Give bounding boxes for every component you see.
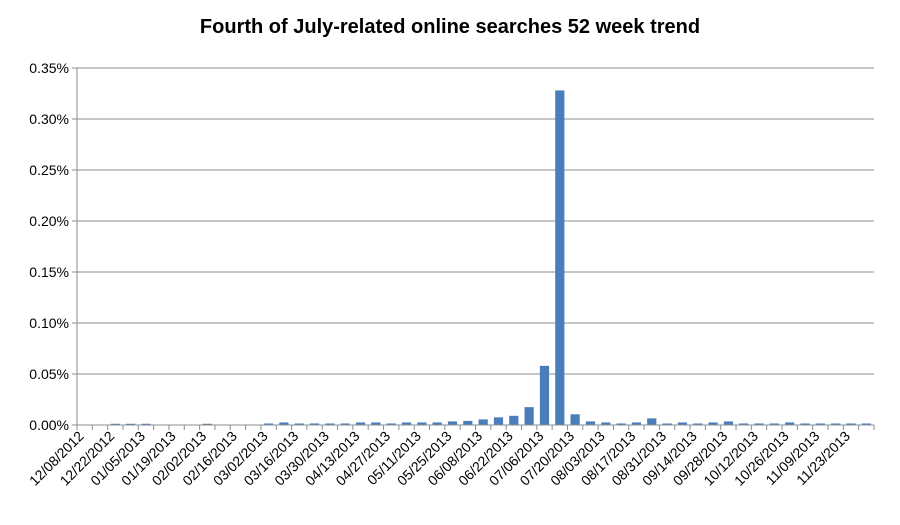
bar [539,365,550,425]
bar [754,423,764,425]
bar [478,419,488,425]
bar [141,423,151,425]
bar [432,422,442,425]
y-tick-labels: 0.00% 0.05% 0.10% 0.15% 0.20% 0.25% 0.30% 0.35% [29,60,69,433]
bar [616,423,626,425]
bar [647,418,657,425]
x-tick-labels: 12/08/201212/22/201201/05/201301/19/2013… [26,428,853,489]
y-tick-label: 0.35% [29,60,69,76]
bar [401,422,412,425]
bar [677,422,688,425]
bar [371,422,381,425]
bars [110,90,871,425]
bar [739,423,749,425]
bar [601,422,611,425]
y-tick-label: 0.15% [29,264,69,280]
bar [110,423,120,425]
bar [555,90,565,425]
bar [126,423,136,425]
bar [202,423,212,425]
bar [831,423,841,425]
bar [340,423,350,425]
bar [861,423,871,425]
bar [846,423,856,425]
y-tick-label: 0.25% [29,162,69,178]
bar [493,417,504,425]
y-tick-label: 0.00% [29,417,69,433]
bar [524,407,534,425]
bar [279,422,289,425]
bar [386,423,396,425]
bar [447,421,458,425]
y-tick-label: 0.20% [29,213,69,229]
y-tick-label: 0.05% [29,366,69,382]
bar [417,422,427,425]
bar [800,423,810,425]
bar [631,422,642,425]
bar [585,421,596,425]
bar [294,423,304,425]
bar [570,414,580,425]
gridlines [77,67,874,375]
bar [463,420,473,425]
bar [509,415,519,425]
bar [263,423,274,425]
bar [723,421,733,425]
bar [708,422,718,425]
chart-title: Fourth of July-related online searches 5… [199,16,701,38]
bar [815,423,825,425]
axes [72,67,875,430]
bar [325,423,335,425]
y-tick-label: 0.10% [29,315,69,331]
bar [693,423,703,425]
y-tick-label: 0.30% [29,111,69,127]
bar [662,423,672,425]
bar [785,422,795,425]
bar [355,422,366,425]
bar [769,423,779,425]
bar [309,423,320,425]
